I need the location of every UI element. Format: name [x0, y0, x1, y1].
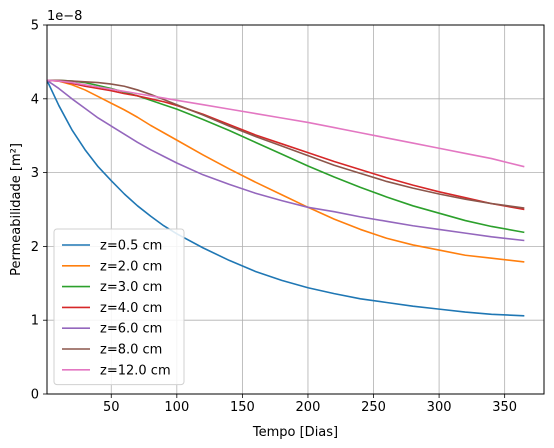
series-line	[46, 80, 525, 317]
legend-entry-label: z=2.0 cm	[100, 259, 162, 274]
x-tick-label: 200	[296, 400, 321, 415]
legend: z=0.5 cm z=2.0 cm z=3.0 cm z=4.0 cm z=6.0 cm…	[53, 228, 185, 386]
y-axis-label: Permeabilidade [m²]	[9, 143, 24, 276]
y-tick-label: 4	[31, 92, 39, 107]
legend-entry-label: z=6.0 cm	[100, 322, 162, 337]
series-line	[46, 79, 525, 211]
x-tick-label: 350	[492, 400, 517, 415]
x-tick-label: 250	[361, 400, 386, 415]
x-tick-label: 300	[427, 400, 452, 415]
series-layer	[46, 79, 525, 317]
legend-entry-label: z=0.5 cm	[100, 239, 162, 254]
y-tick-label: 5	[31, 19, 39, 34]
series-line	[47, 79, 525, 234]
y-offset-label: 1e−8	[47, 9, 82, 24]
series-line	[47, 79, 525, 209]
plot-frame	[46, 24, 545, 395]
legend-box	[53, 228, 185, 386]
y-tick-label: 0	[31, 388, 39, 403]
legend-entry-label: z=3.0 cm	[100, 280, 162, 295]
y-tick-label: 2	[31, 240, 39, 255]
series-line	[46, 79, 525, 168]
legend-entry-label: z=8.0 cm	[100, 343, 162, 358]
y-axis: 0 1 2 3 4 5	[31, 19, 47, 403]
x-tick-label: 100	[164, 400, 189, 415]
x-tick-label: 150	[230, 400, 255, 415]
legend-entry-label: z=4.0 cm	[100, 301, 162, 316]
legend-entry-label: z=12.0 cm	[100, 363, 171, 378]
x-tick-label: 50	[103, 400, 120, 415]
x-axis: 50 100 150 200 250 300 350	[103, 394, 517, 415]
y-tick-label: 1	[31, 314, 39, 329]
series-line	[46, 79, 525, 263]
series-line	[46, 79, 525, 242]
y-tick-label: 3	[31, 166, 39, 181]
x-axis-label: Tempo [Dias]	[252, 425, 338, 440]
